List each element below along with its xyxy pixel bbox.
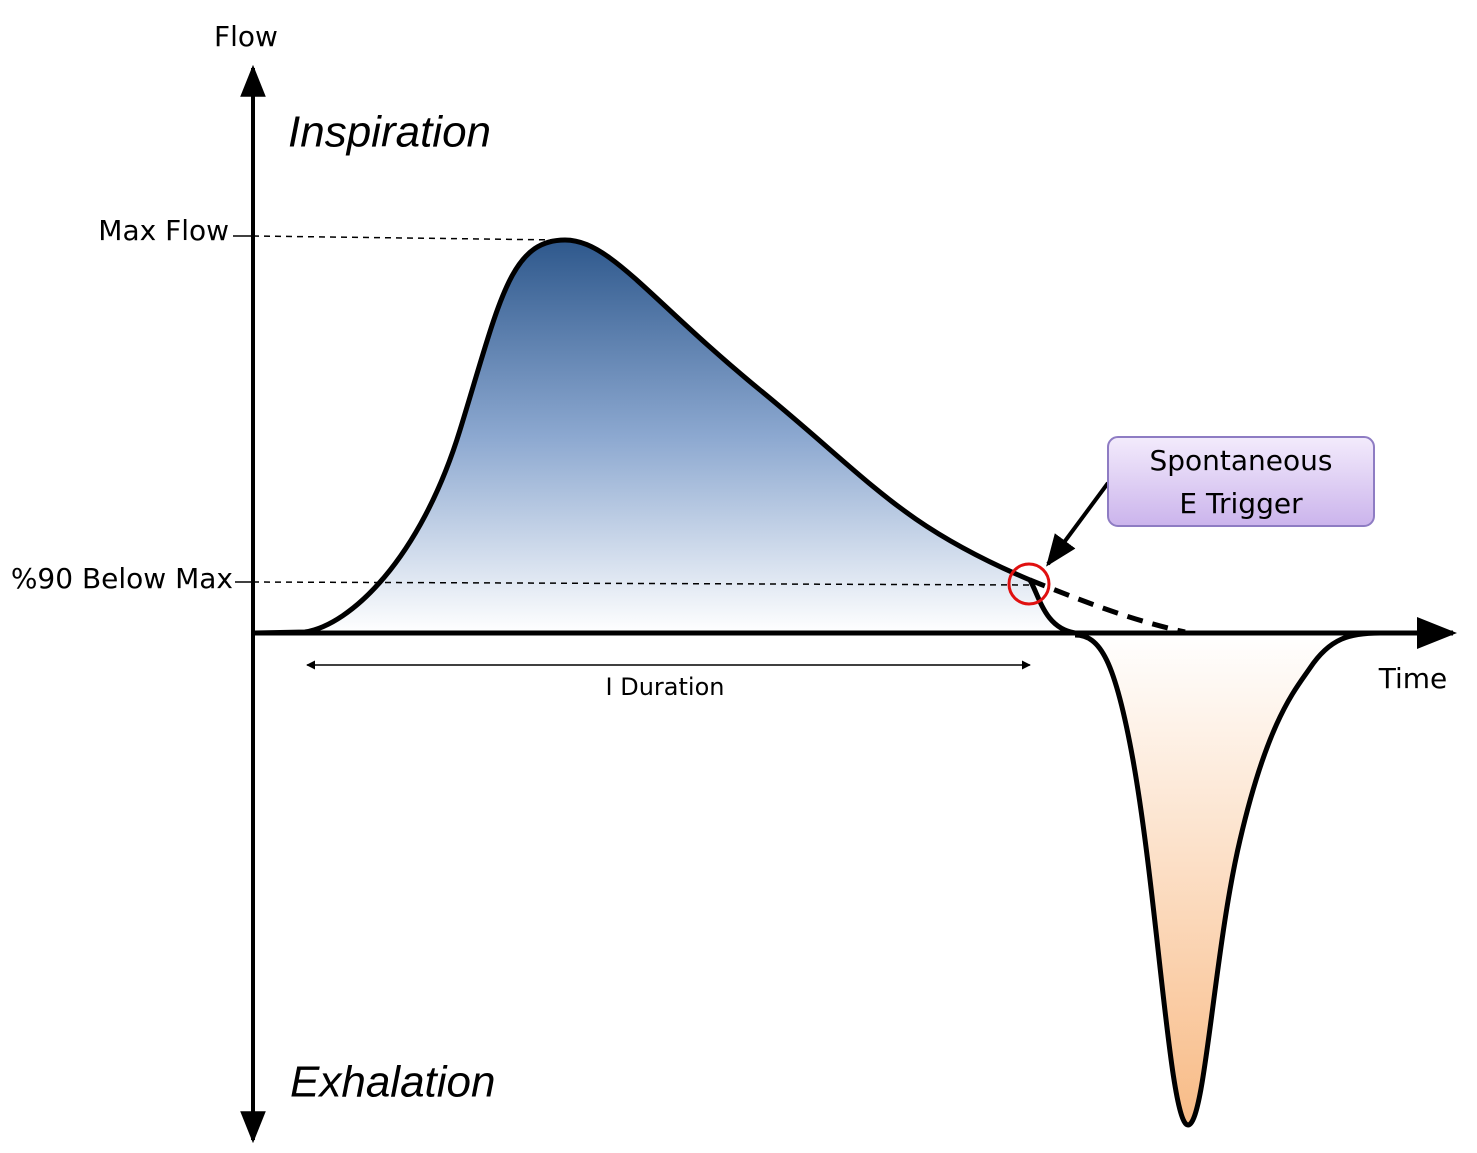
inspiration-area <box>254 237 1076 636</box>
inspiration-label: Inspiration <box>288 108 491 157</box>
x-axis-label: Time <box>1378 662 1448 695</box>
max-label: Max Flow <box>98 214 229 247</box>
trigger-label: Spontaneous <box>1150 444 1333 477</box>
y-axis-label: Flow <box>214 20 278 53</box>
exhalation-label: Exhalation <box>290 1058 495 1107</box>
trigger-label: E Trigger <box>1179 487 1303 520</box>
threshold-label: %90 Below Max <box>11 562 233 595</box>
trigger-arrow <box>1046 481 1110 567</box>
trigger-box <box>1107 436 1375 527</box>
exhalation-area <box>1074 630 1381 1128</box>
trigger-circle <box>1007 562 1051 606</box>
max-guide <box>252 235 561 241</box>
dashed-continuation <box>1029 577 1186 635</box>
threshold-guide <box>252 581 1031 586</box>
duration-label: I Duration <box>606 673 725 701</box>
